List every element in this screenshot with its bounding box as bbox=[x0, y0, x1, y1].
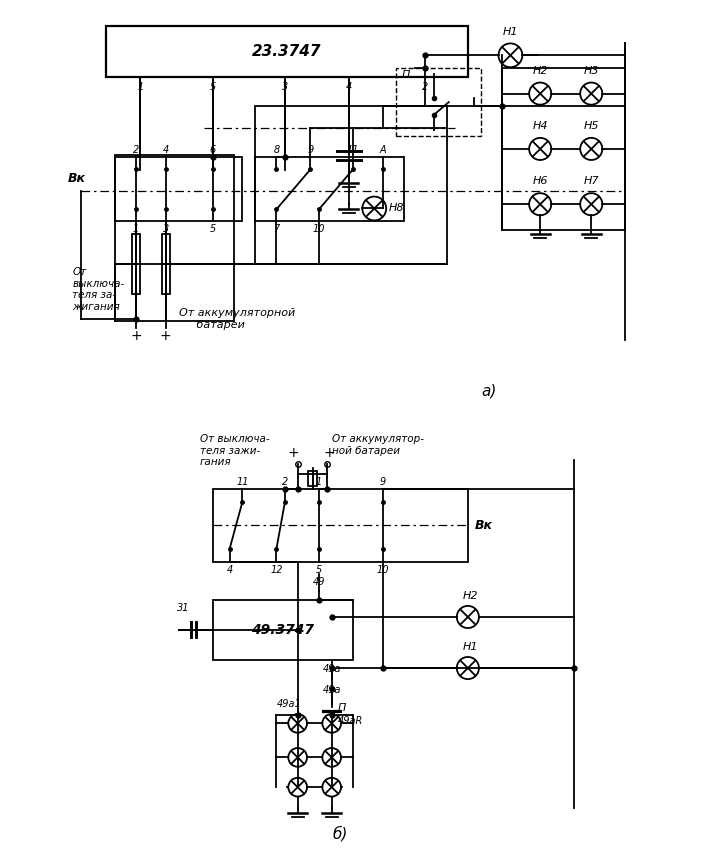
Text: 5: 5 bbox=[210, 82, 215, 92]
Bar bbox=[132, 234, 140, 294]
Text: Н2: Н2 bbox=[532, 66, 548, 76]
Text: 49: 49 bbox=[313, 577, 325, 586]
Text: Н7: Н7 bbox=[583, 176, 599, 186]
Text: 23.3747: 23.3747 bbox=[252, 43, 322, 59]
Text: 2: 2 bbox=[133, 145, 139, 155]
Text: 5: 5 bbox=[210, 224, 215, 234]
Text: 9: 9 bbox=[380, 477, 386, 487]
Text: 4: 4 bbox=[163, 145, 169, 155]
Text: Вк: Вк bbox=[474, 519, 492, 532]
Text: 2: 2 bbox=[422, 82, 429, 92]
Bar bbox=[502, 68, 625, 230]
Text: А: А bbox=[380, 145, 386, 155]
Text: П: П bbox=[338, 704, 346, 713]
Text: От аккумулятор-
ной батареи: От аккумулятор- ной батареи bbox=[332, 434, 424, 455]
Text: 3: 3 bbox=[282, 82, 288, 92]
Text: 5: 5 bbox=[316, 565, 322, 575]
Text: Н5: Н5 bbox=[583, 121, 599, 131]
Text: Н2: Н2 bbox=[462, 591, 478, 601]
Text: 8: 8 bbox=[273, 145, 280, 155]
Text: Н1: Н1 bbox=[462, 642, 478, 652]
Text: 12: 12 bbox=[270, 565, 283, 575]
Text: Вк: Вк bbox=[68, 172, 86, 186]
Text: 10: 10 bbox=[377, 565, 389, 575]
Bar bbox=[213, 489, 468, 562]
Text: 49а1: 49а1 bbox=[276, 700, 301, 709]
Text: 11: 11 bbox=[347, 145, 359, 155]
Text: От аккумуляторной
     батареи: От аккумуляторной батареи bbox=[179, 308, 295, 330]
Text: От выключа-
теля зажи-
гания: От выключа- теля зажи- гания bbox=[200, 434, 270, 467]
Text: Н1: Н1 bbox=[502, 27, 518, 37]
Text: +: + bbox=[288, 446, 299, 460]
Bar bbox=[106, 26, 468, 77]
Text: 2: 2 bbox=[282, 477, 288, 487]
Text: а): а) bbox=[482, 384, 497, 399]
Text: 10: 10 bbox=[313, 224, 325, 234]
Bar bbox=[115, 157, 242, 221]
Text: 49.3747: 49.3747 bbox=[252, 623, 315, 637]
Bar bbox=[308, 471, 317, 486]
Bar bbox=[115, 155, 234, 321]
Text: б): б) bbox=[333, 826, 348, 842]
Text: 9: 9 bbox=[307, 145, 314, 155]
Text: Н4: Н4 bbox=[532, 121, 548, 131]
Text: 7: 7 bbox=[273, 224, 280, 234]
Bar bbox=[255, 106, 447, 264]
Text: 3: 3 bbox=[163, 224, 169, 234]
Text: 4: 4 bbox=[226, 565, 233, 575]
Text: 1: 1 bbox=[316, 477, 322, 487]
Text: П: П bbox=[402, 71, 410, 80]
Bar bbox=[162, 234, 170, 294]
Text: Н6: Н6 bbox=[532, 176, 548, 186]
Bar bbox=[395, 68, 481, 136]
Text: 49а: 49а bbox=[322, 685, 341, 695]
Text: Н8: Н8 bbox=[389, 203, 405, 214]
Bar bbox=[213, 600, 353, 660]
Text: От
выключа-
теля за-
жигания: От выключа- теля за- жигания bbox=[72, 267, 124, 311]
Text: +: + bbox=[160, 329, 171, 343]
Text: +: + bbox=[130, 329, 142, 343]
Text: 49аR: 49аR bbox=[338, 717, 364, 726]
Text: +: + bbox=[324, 446, 335, 460]
Text: 11: 11 bbox=[236, 477, 249, 487]
Text: 6: 6 bbox=[210, 145, 215, 155]
Text: 31: 31 bbox=[176, 603, 189, 614]
Bar bbox=[255, 157, 404, 221]
Text: 49а: 49а bbox=[322, 664, 341, 674]
Text: 4: 4 bbox=[346, 82, 352, 92]
Text: 1: 1 bbox=[137, 82, 143, 92]
Text: Н3: Н3 bbox=[583, 66, 599, 76]
Text: 1: 1 bbox=[133, 224, 139, 234]
